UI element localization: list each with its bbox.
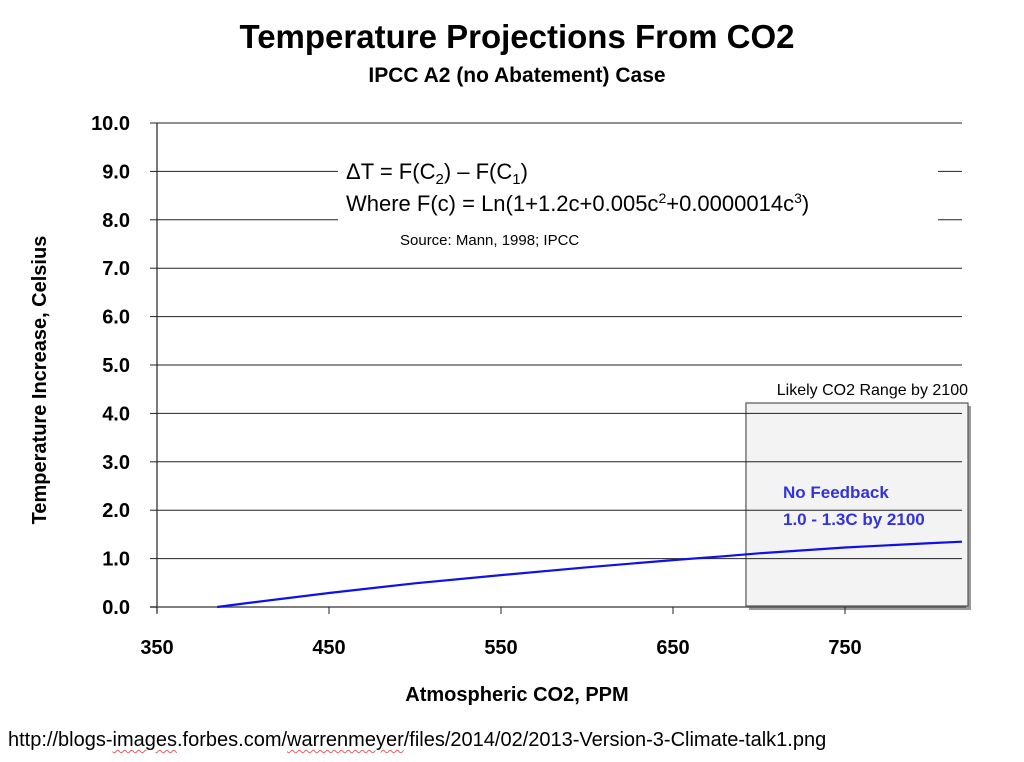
chart-subtitle: IPCC A2 (no Abatement) Case — [368, 64, 665, 87]
y-ticks: 0.0 1.0 2.0 3.0 4.0 5.0 6.0 7.0 8.0 9.0 10.0 — [91, 113, 157, 619]
y-tick-label: 0.0 — [102, 597, 130, 619]
source-citation: Source: Mann, 1998; IPCC — [400, 232, 579, 249]
y-tick-label: 2.0 — [102, 500, 130, 522]
url-part: images — [112, 729, 177, 751]
url-part: .forbes.com/ — [177, 729, 288, 751]
chart-title: Temperature Projections From CO2 — [239, 18, 794, 55]
y-tick-label: 3.0 — [102, 452, 130, 474]
equation-f-of-c: Where F(c) = Ln(1+1.2c+0.005c2+0.0000014… — [346, 190, 809, 216]
x-tick-label: 650 — [656, 637, 689, 659]
url-part: warrenmeyer — [287, 729, 404, 751]
equation-backdrop-gap — [942, 153, 972, 165]
y-tick-label: 9.0 — [102, 161, 130, 183]
x-axis-label: Atmospheric CO2, PPM — [405, 684, 628, 706]
url-part: /files/2014/02/2013-Version-3-Climate-ta… — [403, 729, 827, 751]
likely-range-box — [745, 402, 969, 607]
y-tick-label: 1.0 — [102, 549, 130, 571]
gridlines — [157, 122, 962, 560]
y-tick-label: 10.0 — [91, 113, 130, 135]
url-part: http://blogs- — [8, 729, 113, 751]
series-group — [217, 540, 963, 609]
feedback-label: No Feedback — [783, 483, 889, 502]
range-box-label: Likely CO2 Range by 2100 — [777, 382, 968, 399]
source-url: http://blogs-images.forbes.com/warrenmey… — [8, 729, 826, 752]
feedback-range-label: 1.0 - 1.3C by 2100 — [783, 510, 925, 529]
equation-backdrop — [338, 153, 938, 233]
y-axis-label: Temperature Increase, Celsius — [29, 236, 51, 525]
likely-range-box-group — [745, 402, 971, 610]
y-tick-label: 4.0 — [102, 403, 130, 425]
y-tick-label: 6.0 — [102, 307, 130, 329]
axes — [150, 123, 966, 613]
chart: Temperature Projections From CO2 IPCC A2… — [29, 18, 972, 706]
x-ticks: 350 450 550 650 750 — [140, 607, 862, 659]
series-line-no-feedback — [217, 540, 963, 609]
x-tick-label: 350 — [140, 637, 173, 659]
y-tick-label: 8.0 — [102, 210, 130, 232]
equation-delta-t: ΔT = F(C2) – F(C1) — [346, 159, 528, 188]
x-tick-label: 550 — [484, 637, 517, 659]
y-tick-label: 7.0 — [102, 258, 130, 280]
x-tick-label: 750 — [828, 637, 861, 659]
y-tick-label: 5.0 — [102, 355, 130, 377]
x-tick-label: 450 — [312, 637, 345, 659]
